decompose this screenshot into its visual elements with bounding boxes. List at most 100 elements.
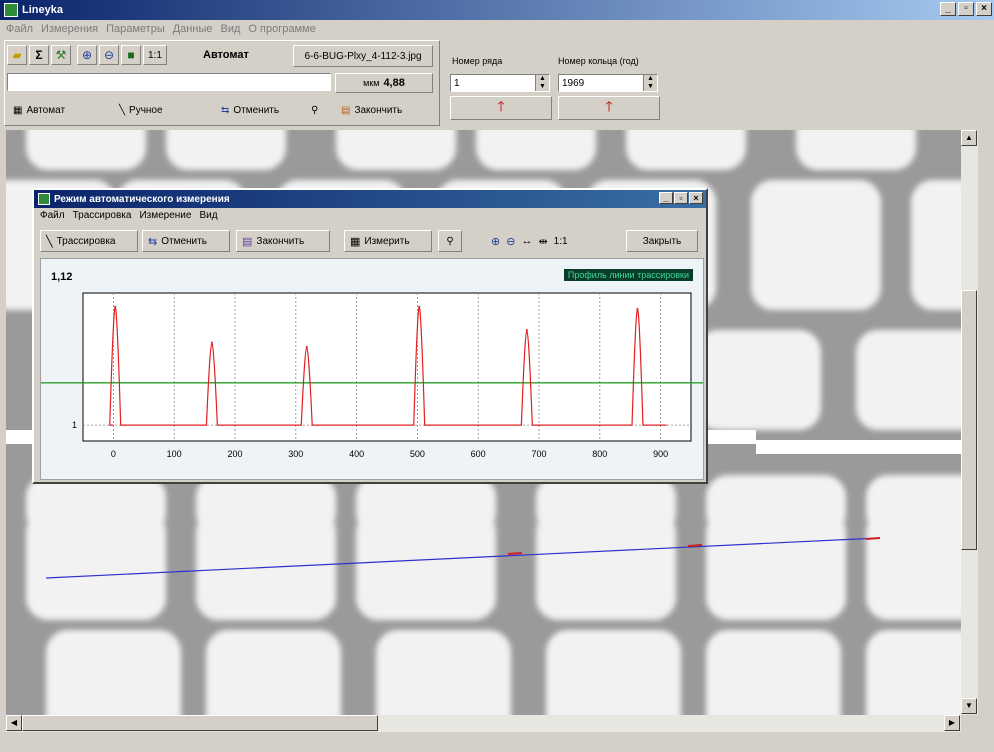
grid-icon: ▦ <box>13 104 23 116</box>
cancel-label: Отменить <box>233 104 280 116</box>
dialog-close-x-button[interactable]: × <box>689 192 703 204</box>
dialog-minimize-button[interactable]: _ <box>659 192 673 204</box>
x-tick-label: 400 <box>349 449 364 459</box>
wood-cell <box>196 510 336 620</box>
dialog-maximize-button[interactable]: ▫ <box>674 192 688 204</box>
main-toolbar: ▰ Σ ⚒ ⊕ ⊖ ■ 1:1 Автомат 6-6-BUG-Plxy_4-1… <box>4 40 440 126</box>
profile-plot: 0 100 200 300 400 500 600 700 800 900 1 <box>41 292 703 459</box>
ring-up-button[interactable]: 🡑 <box>558 96 660 120</box>
profile-peak-point <box>525 329 528 331</box>
app-icon <box>4 3 18 17</box>
filename-label: 6-6-BUG-Plxy_4-112-3.jpg <box>293 45 433 67</box>
dialog-ratio-button[interactable]: 1:1 <box>553 235 568 247</box>
dialog-menu-measure[interactable]: Измерение <box>139 210 192 221</box>
mode-label: Автомат <box>203 49 249 61</box>
ring-spinner[interactable]: 1969 ▲ ▼ <box>558 74 658 92</box>
wood-cell <box>696 330 821 430</box>
x-tick-label: 700 <box>531 449 546 459</box>
profile-status-label: Профиль линии трассировки <box>563 269 693 281</box>
binoculars-icon[interactable]: ⚲ <box>438 230 462 252</box>
ring-panel: Номер ряда Номер кольца (год) 1 ▲ ▼ 1969 … <box>446 52 666 122</box>
auto-measure-dialog: Режим автоматического измерения _ ▫ × Фа… <box>32 188 708 484</box>
dialog-menu-view[interactable]: Вид <box>199 210 218 221</box>
menubar: Файл Измерения Параметры Данные Вид О пр… <box>0 20 994 38</box>
maximize-button[interactable]: ▫ <box>958 2 974 16</box>
menu-file[interactable]: Файл <box>6 23 34 35</box>
measure-button[interactable]: ▦ Измерить <box>344 230 432 252</box>
zoom-in-icon[interactable]: ⊕ <box>491 235 501 248</box>
y-tick-label: 1 <box>72 420 77 430</box>
x-tick-label: 200 <box>227 449 242 459</box>
wood-cell <box>706 630 841 715</box>
finish-icon: ▤ <box>341 104 351 116</box>
dialog-finish-button[interactable]: ▤ Закончить <box>236 230 330 252</box>
cancel-button[interactable]: ⇆ Отменить <box>215 99 307 121</box>
fit-window-icon[interactable]: ■ <box>121 45 141 65</box>
expand-horizontal-icon[interactable]: ↔ <box>521 235 533 247</box>
menu-about[interactable]: О программе <box>248 23 316 35</box>
horizontal-scroll-thumb[interactable] <box>22 715 378 731</box>
wood-cell <box>706 510 846 620</box>
binoculars-icon[interactable]: ⚲ <box>311 99 331 121</box>
shrink-horizontal-icon[interactable]: ⇹ <box>538 235 548 248</box>
auto-button[interactable]: ▦ Автомат <box>7 99 99 121</box>
zoom-out-icon[interactable]: ⊖ <box>99 45 119 65</box>
finish-icon: ▤ <box>242 235 253 248</box>
actual-size-button[interactable]: 1:1 <box>143 45 167 65</box>
row-value: 1 <box>454 77 460 89</box>
ring-value: 1969 <box>562 77 585 89</box>
pen-icon: ╲ <box>119 104 126 116</box>
spin-arrows-icon[interactable]: ▲ ▼ <box>535 75 549 91</box>
row-up-button[interactable]: 🡑 <box>450 96 552 120</box>
finish-label: Закончить <box>354 104 403 116</box>
y-max-label: 1,12 <box>51 271 73 283</box>
vertical-scrollbar[interactable]: ▲ ▼ <box>961 130 978 715</box>
dialog-close-button[interactable]: Закрыть <box>626 230 698 252</box>
horizontal-scrollbar[interactable]: ◀ ▶ <box>6 715 961 732</box>
scroll-left-icon[interactable]: ◀ <box>6 715 22 731</box>
undo-icon: ⇆ <box>148 235 158 248</box>
dialog-title: Режим автоматического измерения <box>54 193 230 205</box>
menu-parameters[interactable]: Параметры <box>106 23 165 35</box>
measurement-value: 4,88 <box>383 77 405 89</box>
manual-button[interactable]: ╲ Ручное <box>113 99 201 121</box>
image-seam <box>756 440 961 454</box>
scroll-right-icon[interactable]: ▶ <box>944 715 960 731</box>
zoom-in-icon[interactable]: ⊕ <box>77 45 97 65</box>
dialog-menu-file[interactable]: Файл <box>40 210 65 221</box>
profile-chart: 1,12 Профиль линии трассировки 0 100 200 30… <box>40 258 704 480</box>
x-tick-label: 300 <box>288 449 303 459</box>
wood-cell <box>376 630 511 715</box>
scroll-up-icon[interactable]: ▲ <box>961 130 977 146</box>
menu-data[interactable]: Данные <box>172 23 213 35</box>
open-folder-icon[interactable]: ▰ <box>7 45 27 65</box>
row-spinner[interactable]: 1 ▲ ▼ <box>450 74 550 92</box>
row-label: Номер ряда <box>452 56 503 66</box>
comment-input[interactable] <box>7 73 331 91</box>
wood-cell <box>546 630 681 715</box>
zoom-out-icon[interactable]: ⊖ <box>506 235 516 248</box>
minimize-button[interactable]: _ <box>940 2 956 16</box>
wood-cell <box>866 630 961 715</box>
vertical-scroll-thumb[interactable] <box>961 290 977 550</box>
close-button[interactable]: × <box>976 2 992 16</box>
scroll-down-icon[interactable]: ▼ <box>961 698 977 714</box>
menu-view[interactable]: Вид <box>220 23 241 35</box>
dialog-cancel-button[interactable]: ⇆ Отменить <box>142 230 230 252</box>
wood-cell <box>751 180 881 310</box>
unit-label: мкм <box>363 78 380 88</box>
profile-peak-point <box>114 305 117 308</box>
spin-arrows-icon[interactable]: ▲ ▼ <box>643 75 657 91</box>
profile-peak-point <box>418 305 421 308</box>
tool-icon[interactable]: ⚒ <box>51 45 71 65</box>
menu-measurements[interactable]: Измерения <box>41 23 99 35</box>
x-tick-label: 0 <box>111 449 116 459</box>
profile-peak-point <box>305 345 308 348</box>
sum-icon[interactable]: Σ <box>29 45 49 65</box>
wood-cell <box>46 630 181 715</box>
dialog-menu-trace[interactable]: Трассировка <box>72 210 132 221</box>
auto-label: Автомат <box>26 104 66 116</box>
trace-button[interactable]: ╲ Трассировка <box>40 230 138 252</box>
finish-button[interactable]: ▤ Закончить <box>335 99 433 121</box>
wood-cell <box>336 130 456 170</box>
